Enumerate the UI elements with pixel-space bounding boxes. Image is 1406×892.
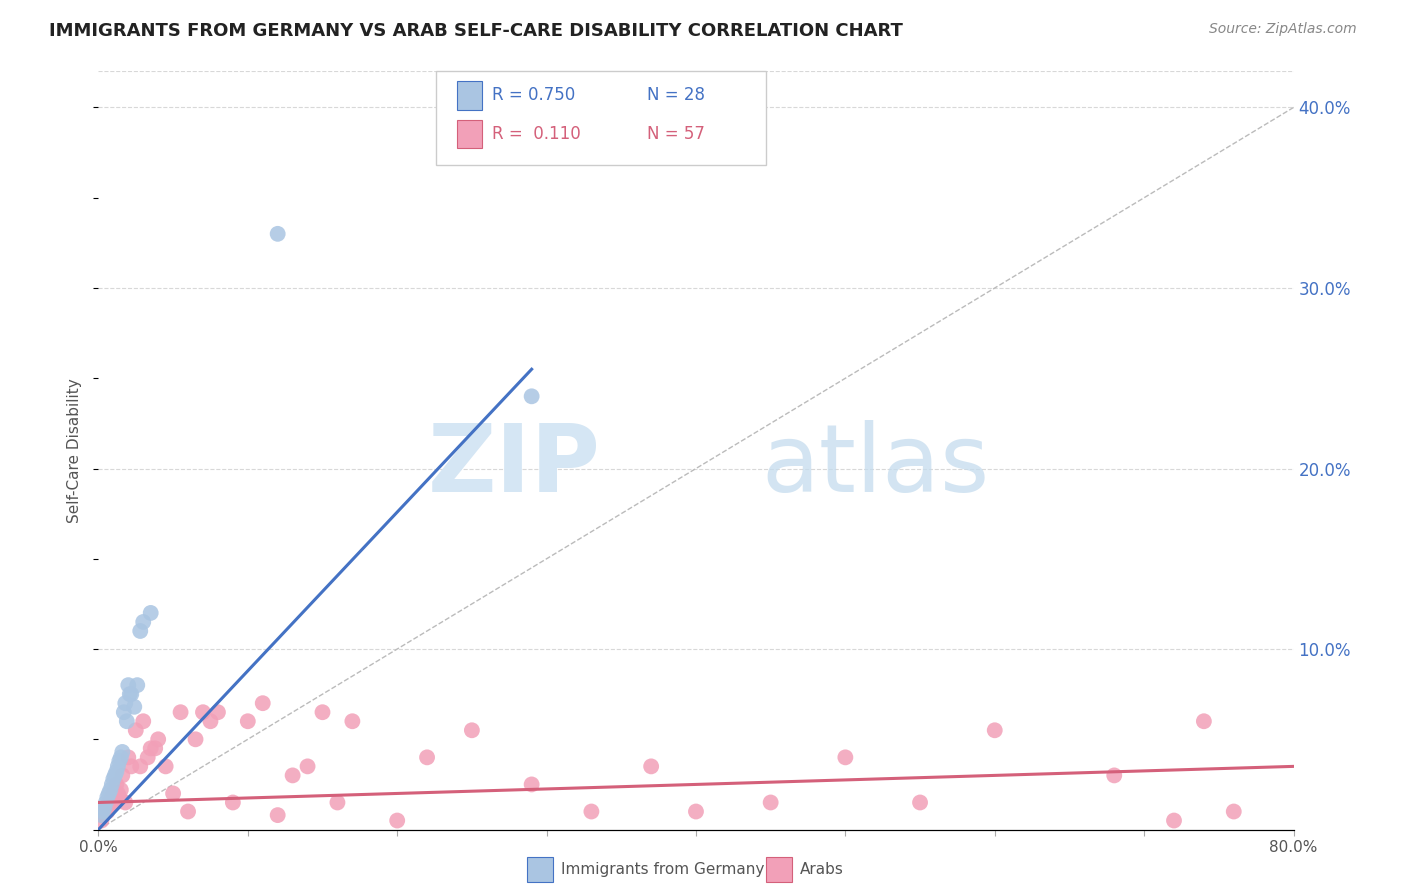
Point bbox=[1223, 805, 1246, 819]
Point bbox=[118, 687, 141, 701]
Point bbox=[342, 714, 364, 729]
Point bbox=[115, 714, 138, 729]
Text: ZIP: ZIP bbox=[427, 419, 600, 512]
Point bbox=[108, 790, 131, 805]
Point bbox=[132, 615, 155, 629]
Point bbox=[297, 759, 319, 773]
Point bbox=[759, 796, 782, 810]
Y-axis label: Self-Care Disability: Self-Care Disability bbox=[67, 378, 83, 523]
Text: Arabs: Arabs bbox=[800, 863, 844, 877]
Point bbox=[114, 696, 136, 710]
Point bbox=[125, 723, 148, 738]
Text: R =  0.110: R = 0.110 bbox=[492, 125, 581, 143]
Point bbox=[640, 759, 662, 773]
Point bbox=[139, 741, 162, 756]
Point bbox=[111, 768, 134, 782]
Point bbox=[236, 714, 259, 729]
Point bbox=[1192, 714, 1215, 729]
Point bbox=[117, 678, 139, 692]
Point bbox=[984, 723, 1007, 738]
Point bbox=[267, 227, 290, 241]
Point bbox=[91, 808, 114, 822]
Point bbox=[129, 624, 152, 638]
Point bbox=[120, 687, 142, 701]
Point bbox=[98, 799, 122, 814]
Point bbox=[132, 714, 155, 729]
Text: Immigrants from Germany: Immigrants from Germany bbox=[561, 863, 765, 877]
Point bbox=[162, 787, 184, 801]
Point bbox=[581, 805, 603, 819]
Point bbox=[148, 732, 170, 747]
Point bbox=[94, 801, 117, 815]
Point bbox=[114, 796, 136, 810]
Point bbox=[105, 764, 128, 779]
Point bbox=[110, 782, 132, 797]
Point bbox=[108, 754, 131, 768]
Point bbox=[127, 678, 149, 692]
Point bbox=[90, 814, 112, 828]
Point bbox=[103, 787, 125, 801]
Text: N = 57: N = 57 bbox=[647, 125, 704, 143]
Point bbox=[94, 796, 117, 810]
Text: IMMIGRANTS FROM GERMANY VS ARAB SELF-CARE DISABILITY CORRELATION CHART: IMMIGRANTS FROM GERMANY VS ARAB SELF-CAR… bbox=[49, 22, 903, 40]
Point bbox=[120, 759, 142, 773]
Text: R = 0.750: R = 0.750 bbox=[492, 87, 575, 104]
Point bbox=[96, 805, 118, 819]
Text: atlas: atlas bbox=[761, 419, 990, 512]
Point bbox=[461, 723, 484, 738]
Point bbox=[111, 745, 134, 759]
Point bbox=[97, 787, 120, 801]
Point bbox=[1104, 768, 1126, 782]
Point bbox=[104, 768, 127, 782]
Text: N = 28: N = 28 bbox=[647, 87, 704, 104]
Point bbox=[177, 805, 200, 819]
Point bbox=[90, 808, 112, 822]
Point bbox=[908, 796, 931, 810]
Point bbox=[101, 777, 124, 791]
Point bbox=[311, 705, 333, 719]
Point bbox=[93, 801, 115, 815]
Point bbox=[117, 750, 139, 764]
Point bbox=[101, 790, 124, 805]
Point bbox=[139, 606, 162, 620]
Point bbox=[520, 777, 543, 791]
Point bbox=[124, 699, 146, 714]
Point bbox=[416, 750, 439, 764]
Point bbox=[169, 705, 191, 719]
Point bbox=[222, 796, 245, 810]
Point bbox=[385, 814, 409, 828]
Text: Source: ZipAtlas.com: Source: ZipAtlas.com bbox=[1209, 22, 1357, 37]
Point bbox=[520, 389, 543, 403]
Point bbox=[184, 732, 207, 747]
Point bbox=[93, 805, 115, 819]
Point bbox=[685, 805, 707, 819]
Point bbox=[136, 750, 159, 764]
Point bbox=[96, 790, 118, 805]
Point bbox=[103, 772, 125, 786]
Point bbox=[112, 705, 135, 719]
Point bbox=[1163, 814, 1185, 828]
Point bbox=[97, 796, 120, 810]
Point bbox=[326, 796, 349, 810]
Point bbox=[91, 805, 114, 819]
Point bbox=[252, 696, 274, 710]
Point bbox=[267, 808, 290, 822]
Point bbox=[129, 759, 152, 773]
Point bbox=[155, 759, 177, 773]
Point bbox=[143, 741, 166, 756]
Point bbox=[105, 777, 128, 791]
Point bbox=[200, 714, 222, 729]
Point bbox=[107, 759, 129, 773]
Point bbox=[191, 705, 214, 719]
Point bbox=[107, 787, 129, 801]
Point bbox=[207, 705, 229, 719]
Point bbox=[98, 782, 122, 797]
Point bbox=[104, 796, 127, 810]
Point bbox=[281, 768, 304, 782]
Point bbox=[110, 750, 132, 764]
Point bbox=[834, 750, 856, 764]
